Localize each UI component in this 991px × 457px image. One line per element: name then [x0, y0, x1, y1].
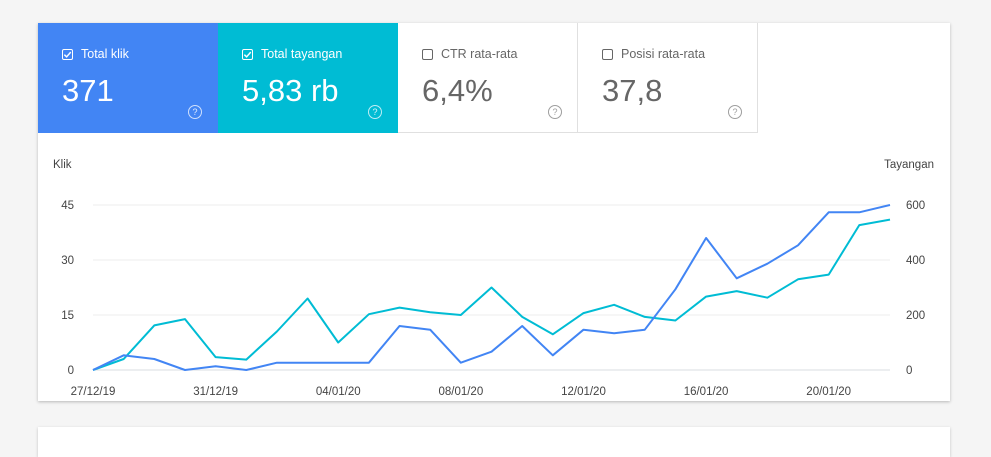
y-right-tick-label: 0 — [906, 365, 912, 377]
checkbox-icon[interactable] — [62, 49, 73, 60]
clicks-series-line — [92, 204, 891, 371]
y-left-axis-title: Klik — [53, 159, 72, 171]
performance-line-chart: Klik Tayangan 0 15 30 45 0 200 400 600 27/12/1… — [53, 159, 934, 398]
y-right-tick-label: 400 — [906, 255, 925, 267]
metric-average-ctr[interactable]: CTR rata-rata 6,4% ? — [398, 23, 578, 133]
metric-value: 5,83 rb — [242, 73, 339, 108]
metric-average-position[interactable]: Posisi rata-rata 37,8 ? — [578, 23, 758, 133]
y-left-tick-label: 0 — [68, 365, 74, 377]
metric-value: 371 — [62, 73, 114, 108]
metric-label: Total klik — [81, 47, 129, 61]
y-right-tick-label: 200 — [906, 310, 925, 322]
checkbox-icon[interactable] — [422, 49, 433, 60]
checkbox-icon[interactable] — [242, 49, 253, 60]
x-tick-label: 04/01/20 — [316, 386, 361, 398]
y-left-tick-label: 15 — [61, 310, 74, 322]
x-tick-label: 08/01/20 — [438, 386, 483, 398]
secondary-card — [38, 427, 950, 457]
metric-label: Posisi rata-rata — [621, 47, 706, 61]
metric-total-impressions[interactable]: Total tayangan 5,83 rb ? — [218, 23, 398, 133]
x-tick-label: 31/12/19 — [193, 386, 238, 398]
help-icon[interactable]: ? — [728, 105, 742, 119]
help-icon[interactable]: ? — [548, 105, 562, 119]
y-right-tick-label: 600 — [906, 200, 925, 212]
metric-value: 37,8 — [602, 73, 663, 108]
impressions-series-line — [92, 218, 891, 371]
y-right-axis-title: Tayangan — [884, 159, 934, 171]
performance-card: Total klik 371 ? Total tayangan 5,83 rb … — [38, 23, 950, 401]
metric-value: 6,4% — [422, 73, 493, 108]
x-tick-label: 16/01/20 — [684, 386, 729, 398]
help-icon[interactable]: ? — [188, 105, 202, 119]
checkbox-icon[interactable] — [602, 49, 613, 60]
metric-selector: Total klik 371 ? Total tayangan 5,83 rb … — [38, 23, 758, 133]
metric-total-clicks[interactable]: Total klik 371 ? — [38, 23, 218, 133]
help-icon[interactable]: ? — [368, 105, 382, 119]
x-tick-label: 12/01/20 — [561, 386, 606, 398]
x-tick-label: 20/01/20 — [806, 386, 851, 398]
y-left-tick-label: 45 — [61, 200, 74, 212]
metric-label: CTR rata-rata — [441, 47, 518, 61]
y-left-tick-label: 30 — [61, 255, 74, 267]
metric-label: Total tayangan — [261, 47, 343, 61]
x-tick-label: 27/12/19 — [71, 386, 116, 398]
